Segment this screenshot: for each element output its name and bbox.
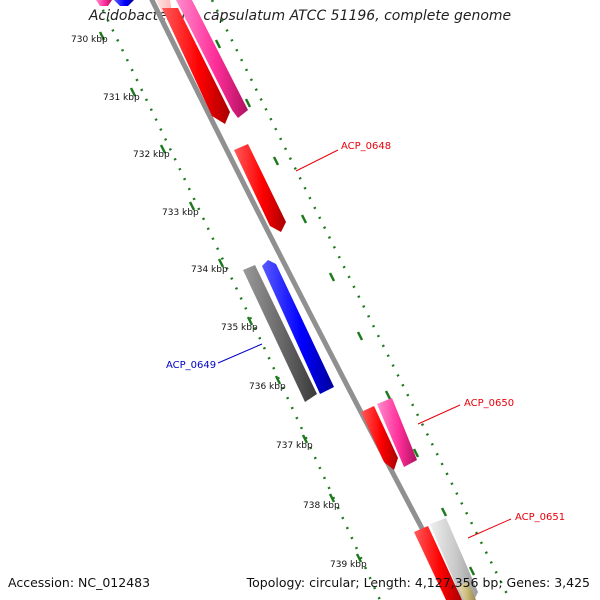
gene-label-acp-0649: ACP_0649 <box>166 360 216 371</box>
feature-pink-0647 <box>176 0 248 118</box>
outer-major-tick <box>384 390 392 400</box>
inner-major-tick <box>188 201 196 211</box>
outer-tick-ring <box>210 0 512 600</box>
gene-label-acp-0651: ACP_0651 <box>515 512 565 523</box>
tick-label: 739 kbp <box>330 560 367 570</box>
outer-major-tick <box>468 566 476 576</box>
inner-major-tick <box>301 434 309 444</box>
feature-blue-top <box>114 0 134 6</box>
outer-major-tick <box>356 331 364 341</box>
callout-line-acp-0648 <box>295 149 339 172</box>
feature-red-0647 <box>162 8 230 124</box>
tick-label: 731 kbp <box>103 93 140 103</box>
inner-major-tick <box>159 144 167 154</box>
outer-major-tick <box>412 448 420 458</box>
tick-label: 733 kbp <box>162 208 199 218</box>
outer-major-tick <box>440 507 448 517</box>
feature-red-acp-0648 <box>234 144 286 232</box>
outer-major-tick <box>300 214 308 224</box>
tick-label: 734 kbp <box>191 265 228 275</box>
inner-major-tick <box>98 31 106 41</box>
tick-label: 735 kbp <box>221 323 258 333</box>
outer-major-tick <box>328 272 336 282</box>
accession-label: Accession: NC_012483 <box>8 575 151 590</box>
inner-major-tick <box>274 375 282 385</box>
inner-major-tick <box>217 258 225 268</box>
feature-red-acp-0651 <box>414 526 462 600</box>
feature-blue-acp-0649 <box>262 260 334 394</box>
tick-label: 738 kbp <box>303 501 340 511</box>
inner-major-tick <box>246 316 254 326</box>
tick-label: 737 kbp <box>276 441 313 451</box>
callout-line-acp-0651 <box>467 518 512 539</box>
feature-blocks <box>96 0 478 600</box>
feature-red-acp-0650 <box>361 406 398 470</box>
outer-major-tick <box>272 156 280 166</box>
feature-pink-acp-0650 <box>377 398 417 467</box>
gene-callouts: ACP_0648 ACP_0649 ACP_0650 ACP_0651 <box>166 141 565 539</box>
tick-label: 732 kbp <box>133 150 170 160</box>
tick-label: 730 kbp <box>71 35 108 45</box>
callout-line-acp-0650 <box>417 404 461 425</box>
genome-summary: Topology: circular; Length: 4,127,356 bp… <box>246 575 590 590</box>
feature-olive-bottom <box>458 582 476 600</box>
genome-backbone <box>149 0 463 600</box>
feature-lightgray-acp-0651 <box>430 518 478 600</box>
major-tick-marks <box>98 31 476 576</box>
gene-label-acp-0650: ACP_0650 <box>464 398 514 409</box>
tick-labels: 730 kbp 731 kbp 732 kbp 733 kbp 734 kbp … <box>71 35 367 570</box>
inner-major-tick <box>328 493 336 503</box>
feature-gray-acp-0649 <box>243 265 317 402</box>
inner-major-tick <box>355 553 363 563</box>
feature-pink-top-left <box>96 0 112 6</box>
tick-label: 736 kbp <box>249 382 286 392</box>
callout-line-acp-0649 <box>217 343 263 364</box>
outer-major-tick <box>244 98 252 108</box>
gene-label-acp-0648: ACP_0648 <box>341 141 391 152</box>
inner-major-tick <box>129 87 137 97</box>
outer-major-tick <box>214 39 222 49</box>
